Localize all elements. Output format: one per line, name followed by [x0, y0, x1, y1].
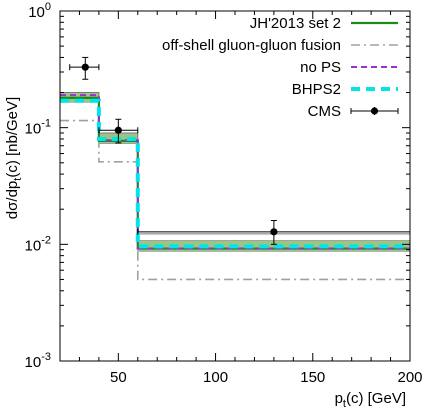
- series-line-1: [60, 119, 410, 281]
- y-tick-label-3: 10-3: [25, 351, 51, 371]
- y-axis-label: dσ/dpt(c) [nb/GeV]: [4, 97, 24, 219]
- legend: JH'2013 set 2 off-shell gluon-gluon fusio…: [162, 15, 399, 120]
- axes-group: 50 100 150 200 100 10-1 10-2 10-3: [25, 1, 423, 386]
- legend-label-1: off-shell gluon-gluon fusion: [162, 37, 341, 54]
- cms-point-1: [114, 126, 122, 134]
- y-tick-label-0: 100: [28, 1, 51, 21]
- plot-frame: [59, 10, 411, 362]
- legend-cms-point: [370, 107, 379, 115]
- x-tick-label-0: 50: [110, 369, 127, 386]
- legend-label-0: JH'2013 set 2: [250, 15, 341, 32]
- legend-label-3: BHPS2: [292, 81, 341, 98]
- x-tick-label-1: 100: [203, 369, 228, 386]
- x-tick-label-2: 150: [300, 369, 325, 386]
- y-tick-label-1: 10-1: [25, 118, 51, 138]
- plot-area: [59, 10, 411, 362]
- x-axis-label: pt(c) [GeV]: [335, 390, 406, 409]
- y-tick-label-2: 10-2: [25, 234, 51, 254]
- cms-point-0: [81, 63, 89, 71]
- legend-label-cms: CMS: [308, 103, 341, 120]
- x-tick-label-3: 200: [397, 369, 422, 386]
- legend-label-2: no PS: [300, 59, 341, 76]
- data-points-group: [69, 56, 411, 245]
- cms-point-2: [270, 228, 278, 236]
